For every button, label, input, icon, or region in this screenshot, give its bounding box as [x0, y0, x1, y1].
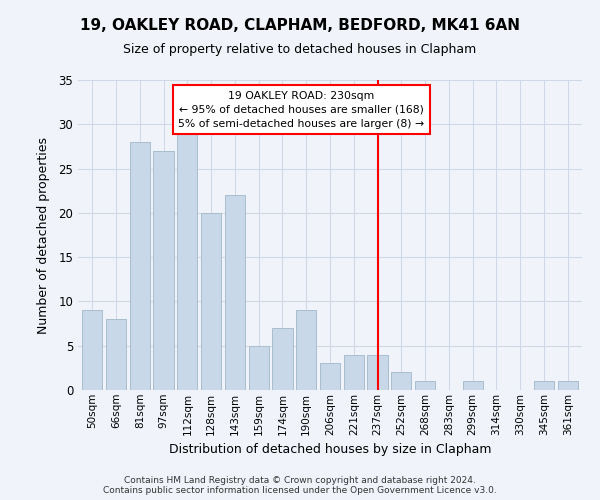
Bar [320, 364, 340, 390]
Bar [130, 142, 150, 390]
Bar [225, 195, 245, 390]
Y-axis label: Number of detached properties: Number of detached properties [37, 136, 50, 334]
Bar [106, 319, 126, 390]
Bar [177, 133, 197, 390]
Bar [201, 213, 221, 390]
Bar [248, 346, 269, 390]
Bar [82, 310, 103, 390]
Bar [272, 328, 293, 390]
Text: Contains HM Land Registry data © Crown copyright and database right 2024.
Contai: Contains HM Land Registry data © Crown c… [103, 476, 497, 495]
Bar [415, 381, 435, 390]
Bar [391, 372, 412, 390]
Bar [463, 381, 483, 390]
Text: Size of property relative to detached houses in Clapham: Size of property relative to detached ho… [124, 42, 476, 56]
Bar [367, 354, 388, 390]
Bar [296, 310, 316, 390]
Text: 19 OAKLEY ROAD: 230sqm
← 95% of detached houses are smaller (168)
5% of semi-det: 19 OAKLEY ROAD: 230sqm ← 95% of detached… [178, 90, 425, 128]
Bar [154, 151, 173, 390]
Bar [344, 354, 364, 390]
Text: 19, OAKLEY ROAD, CLAPHAM, BEDFORD, MK41 6AN: 19, OAKLEY ROAD, CLAPHAM, BEDFORD, MK41 … [80, 18, 520, 32]
Bar [534, 381, 554, 390]
Bar [557, 381, 578, 390]
X-axis label: Distribution of detached houses by size in Clapham: Distribution of detached houses by size … [169, 443, 491, 456]
